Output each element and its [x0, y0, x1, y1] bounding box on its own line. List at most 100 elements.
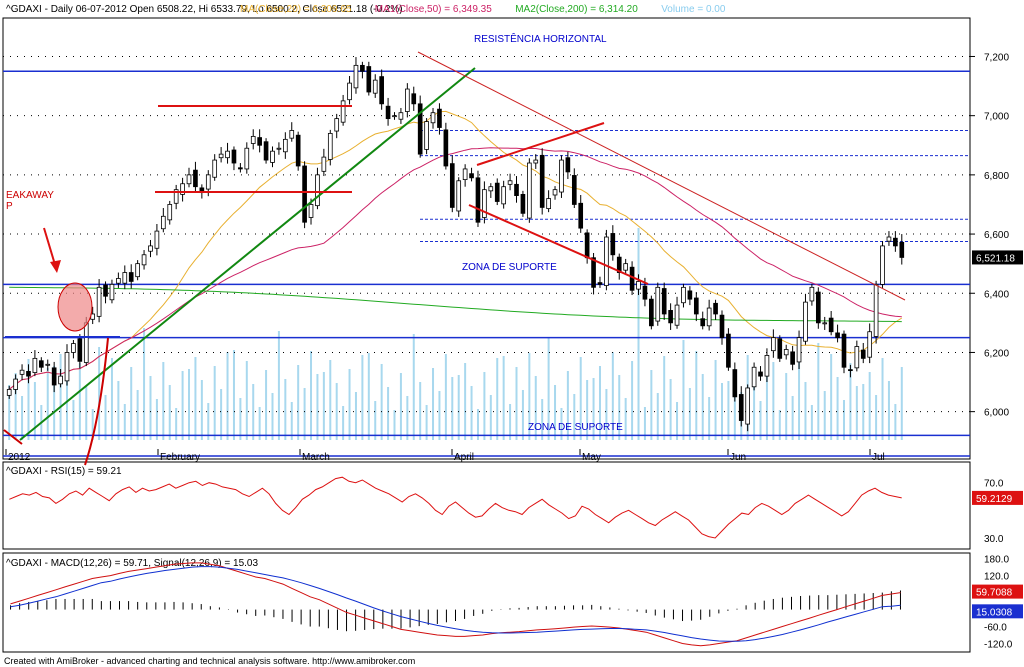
volume-bar	[322, 372, 325, 440]
candle-body	[507, 180, 513, 185]
volume-bar	[387, 387, 390, 440]
candle-body	[225, 150, 230, 159]
rsi-tick-label: 30.0	[984, 534, 1004, 545]
volume-bar	[207, 403, 210, 440]
volume-bar	[643, 407, 646, 440]
volume-bar	[444, 354, 447, 440]
volume-bar	[136, 390, 139, 440]
volume-bar	[367, 353, 370, 440]
volume-bar	[78, 363, 81, 440]
volume-bar	[656, 393, 659, 440]
volume-bar	[130, 367, 133, 440]
volume-bar	[245, 361, 248, 440]
macd-panel-frame	[2, 552, 971, 653]
candle-body	[276, 147, 282, 150]
candle-body	[860, 349, 866, 359]
candle-body	[693, 297, 699, 315]
volume-bar	[104, 395, 107, 440]
volume-bar	[579, 357, 582, 440]
volume-bar	[765, 364, 768, 440]
candle-body	[771, 337, 776, 352]
volume-bar	[778, 410, 781, 440]
volume-bar	[316, 374, 319, 440]
volume-bar	[412, 334, 415, 440]
candle-body	[321, 156, 327, 172]
volume-bar	[476, 409, 479, 440]
volume-bar	[772, 362, 775, 440]
volume-bar	[194, 357, 197, 440]
y-tick-label: 6,000	[984, 408, 1009, 419]
volume-bar	[502, 356, 505, 440]
candle-body	[462, 168, 468, 181]
volume-bar	[560, 408, 563, 440]
footer-credit: Created with AmiBroker - advanced charti…	[4, 656, 415, 666]
legend-item: Volume = 0.00	[661, 4, 726, 15]
volume-bar	[817, 343, 820, 440]
volume-bar	[798, 359, 801, 440]
candle-body	[873, 283, 879, 337]
volume-bar	[123, 404, 126, 440]
candle-body	[751, 366, 757, 388]
volume-bar	[663, 356, 666, 440]
volume-bar	[489, 395, 492, 440]
volume-bar	[374, 401, 377, 440]
volume-bar	[438, 391, 441, 440]
candle-body	[270, 150, 275, 163]
candle-body	[649, 298, 654, 327]
bottom-red-mark	[3, 429, 23, 445]
volume-bar	[406, 396, 409, 440]
last-price-label: 6,521.18	[976, 253, 1015, 264]
candle-body	[803, 301, 808, 342]
candle-body	[559, 159, 564, 193]
candle-body	[379, 76, 384, 105]
volume-bar	[881, 358, 884, 440]
uptrend-line	[19, 67, 476, 441]
volume-bar	[220, 389, 223, 440]
volume-bar	[515, 367, 518, 440]
candle-body	[437, 108, 442, 128]
volume-bar	[631, 361, 634, 440]
candle-body	[848, 369, 853, 372]
volume-bar	[509, 404, 512, 440]
volume-bar	[753, 378, 756, 440]
candle-body	[681, 286, 686, 304]
x-tick-label: 2012	[8, 452, 31, 463]
support-label-2: ZONA DE SUPORTE	[528, 422, 623, 433]
volume-bar	[592, 378, 595, 440]
candle-body	[424, 121, 429, 150]
candle-body	[738, 394, 744, 421]
macd-lines: 180.0120.060.00.0-60.0-120.059.708815.03…	[10, 555, 1023, 651]
support-label-1: ZONA DE SUPORTE	[462, 262, 557, 273]
volume-bars	[8, 228, 903, 440]
candle-body	[494, 182, 500, 202]
channel-top	[476, 122, 605, 166]
macd-value-label: 15.0308	[976, 607, 1013, 618]
candle-body	[796, 337, 802, 363]
volume-bar	[457, 375, 460, 440]
candle-body	[417, 103, 423, 155]
volume-bar	[695, 351, 698, 440]
x-axis: 2012 February March April May Jun Jul	[5, 449, 885, 463]
candle-body	[533, 159, 539, 164]
volume-bar	[265, 370, 268, 440]
volume-bar	[14, 373, 17, 440]
volume-bar	[733, 369, 736, 440]
volume-bar	[226, 352, 229, 440]
candle-body	[411, 93, 417, 105]
candle-body	[32, 357, 38, 373]
candle-body	[372, 79, 378, 94]
y-tick-label: 6,800	[984, 171, 1009, 182]
volume-bar	[155, 399, 158, 440]
candle-body	[822, 322, 828, 325]
trend-overlays	[3, 51, 906, 466]
candle-body	[610, 233, 616, 256]
arrow-head	[50, 260, 61, 273]
volume-bar	[46, 368, 49, 440]
candle-body	[449, 163, 455, 208]
volume-bar	[354, 392, 357, 440]
volume-bar	[66, 377, 69, 440]
volume-bar	[862, 384, 865, 440]
volume-bar	[181, 371, 184, 440]
volume-bar	[650, 370, 653, 440]
